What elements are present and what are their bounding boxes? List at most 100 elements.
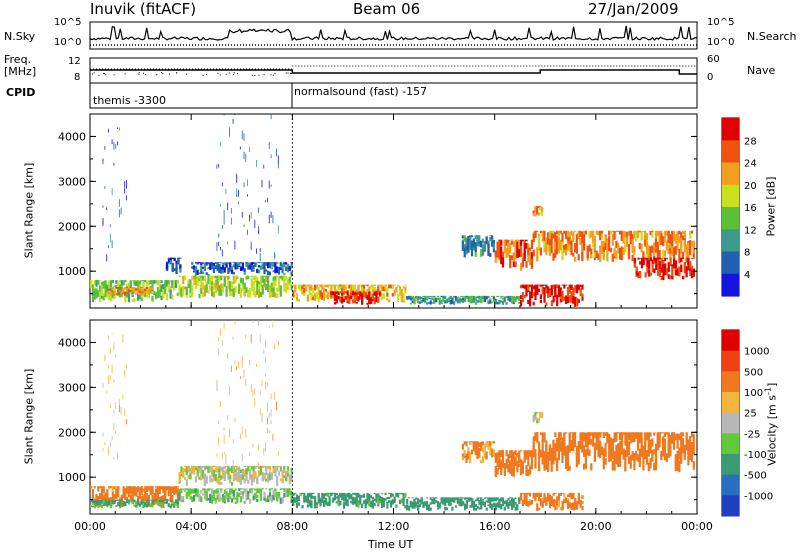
power-cell — [359, 296, 362, 300]
velocity-cell — [299, 492, 302, 497]
velocity-cell — [218, 468, 221, 479]
velocity-cell — [285, 471, 288, 480]
power-cell — [321, 284, 324, 287]
power-cell — [350, 286, 353, 294]
velocity-cell — [221, 473, 225, 479]
power-cell — [243, 272, 246, 275]
velocity-cell — [202, 465, 205, 468]
power-cell — [583, 230, 586, 235]
power-cell — [469, 239, 472, 250]
velocity-cell — [541, 501, 544, 508]
velocity-cell — [243, 469, 246, 477]
power-cell — [472, 238, 475, 242]
velocity-cell — [671, 432, 674, 434]
power-cell — [149, 286, 152, 289]
power-cell — [600, 240, 604, 254]
power-cell — [667, 230, 670, 240]
velocity-y-tick-label: 3000 — [58, 381, 86, 394]
velocity-cell — [565, 446, 568, 463]
power-cell — [678, 267, 681, 277]
velocity-cell — [548, 447, 551, 453]
power-cell — [574, 243, 577, 253]
power-cell — [179, 266, 182, 273]
power-cell — [473, 295, 476, 298]
power-cell — [426, 302, 429, 305]
velocity-cell — [301, 492, 304, 495]
power-cell — [229, 262, 232, 269]
velocity-cell — [254, 488, 257, 491]
velocity-cell — [243, 465, 246, 467]
velocity-cell — [642, 464, 645, 471]
power-cell — [476, 300, 479, 302]
velocity-cell — [333, 492, 337, 501]
velocity-cell — [303, 496, 306, 502]
velocity-cell — [214, 500, 217, 505]
power-cell — [312, 287, 315, 294]
velocity-cell — [463, 450, 466, 456]
power-cell — [315, 284, 318, 289]
velocity-cell — [221, 453, 223, 460]
power-cell — [332, 291, 335, 295]
velocity-cell — [303, 492, 306, 498]
velocity-cell — [138, 487, 141, 499]
velocity-cell — [205, 465, 208, 470]
power-cell — [636, 230, 640, 237]
power-cell — [245, 262, 248, 266]
velocity-cell — [283, 465, 286, 470]
power-cell — [532, 212, 535, 216]
velocity-cell — [552, 503, 555, 507]
velocity-cell — [227, 474, 230, 480]
power-cell — [660, 230, 663, 234]
velocity-cell — [117, 486, 120, 490]
velocity-cell — [408, 505, 411, 511]
power-cell — [118, 287, 121, 289]
power-cell — [539, 294, 542, 300]
velocity-cell — [109, 375, 111, 381]
power-cell — [220, 262, 223, 264]
velocity-cell — [317, 500, 320, 503]
power-cell — [283, 263, 286, 268]
power-cell — [239, 277, 243, 283]
power-cell — [91, 296, 94, 303]
power-cell — [411, 295, 414, 300]
power-cell — [176, 292, 179, 296]
velocity-cell — [541, 432, 544, 443]
power-cell — [133, 286, 136, 290]
power-cell — [256, 159, 257, 168]
velocity-y-tick-label: 1000 — [58, 471, 86, 484]
power-cell — [277, 267, 281, 275]
velocity-cell — [326, 492, 329, 497]
power-cell — [626, 234, 629, 247]
power-cell — [669, 248, 672, 254]
power-cell — [651, 230, 654, 232]
freq-dot — [206, 74, 207, 75]
velocity-cell — [169, 494, 172, 503]
velocity-cell — [656, 432, 659, 436]
power-cell — [203, 267, 206, 271]
power-cell — [324, 288, 328, 292]
power-cell — [138, 290, 141, 293]
power-cell — [548, 238, 551, 246]
power-cell — [673, 257, 676, 259]
power-cell — [440, 299, 443, 304]
power-cell — [353, 292, 356, 295]
power-cell — [375, 297, 378, 302]
velocity-colorbar-tick: -1000 — [744, 491, 773, 502]
velocity-cell — [618, 454, 622, 467]
velocity-cell — [597, 443, 600, 457]
power-cell — [236, 173, 238, 183]
velocity-cell — [507, 502, 510, 508]
power-cell — [129, 280, 132, 290]
power-cell — [218, 262, 221, 264]
velocity-cell — [676, 433, 679, 449]
power-cell — [557, 237, 560, 253]
power-cell — [651, 261, 654, 273]
power-cell — [225, 188, 227, 195]
velocity-cell — [165, 486, 169, 491]
velocity-cell — [232, 336, 234, 340]
velocity-cell — [268, 412, 270, 419]
freq-dot — [285, 72, 287, 74]
velocity-cell — [216, 494, 219, 500]
velocity-cell — [164, 492, 167, 502]
power-cell — [252, 287, 255, 296]
